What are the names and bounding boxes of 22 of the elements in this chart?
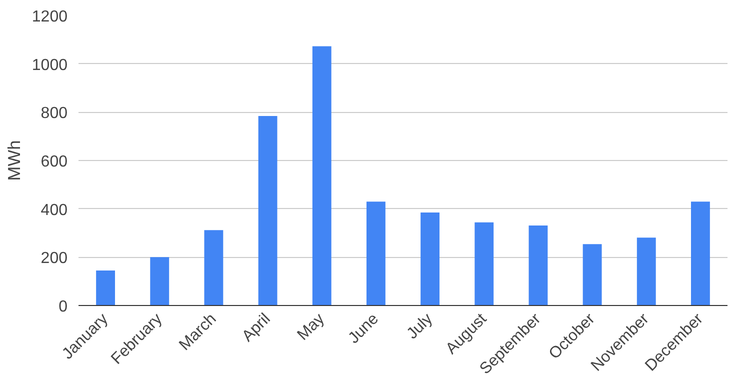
y-tick-label: 0 bbox=[58, 298, 68, 316]
bar bbox=[312, 46, 332, 306]
y-tick-label: 400 bbox=[40, 202, 68, 219]
bar bbox=[420, 212, 440, 306]
y-tick-label: 600 bbox=[40, 154, 68, 170]
bar bbox=[204, 230, 224, 306]
bar bbox=[258, 116, 278, 306]
y-tick-label: 1000 bbox=[32, 56, 68, 74]
x-tick-label: July bbox=[404, 310, 436, 343]
x-tick-label: May bbox=[294, 310, 328, 344]
bar bbox=[366, 202, 386, 306]
bar bbox=[150, 257, 170, 306]
y-tick-label: 800 bbox=[40, 105, 68, 122]
bar bbox=[690, 202, 710, 306]
y-tick-label: 1200 bbox=[32, 8, 68, 26]
bar bbox=[528, 226, 548, 306]
y-tick-label: 200 bbox=[40, 250, 68, 268]
bar bbox=[474, 222, 494, 306]
y-axis-title: MWh bbox=[4, 140, 24, 181]
bar bbox=[582, 244, 602, 306]
bar bbox=[636, 238, 656, 306]
bar bbox=[96, 270, 116, 306]
